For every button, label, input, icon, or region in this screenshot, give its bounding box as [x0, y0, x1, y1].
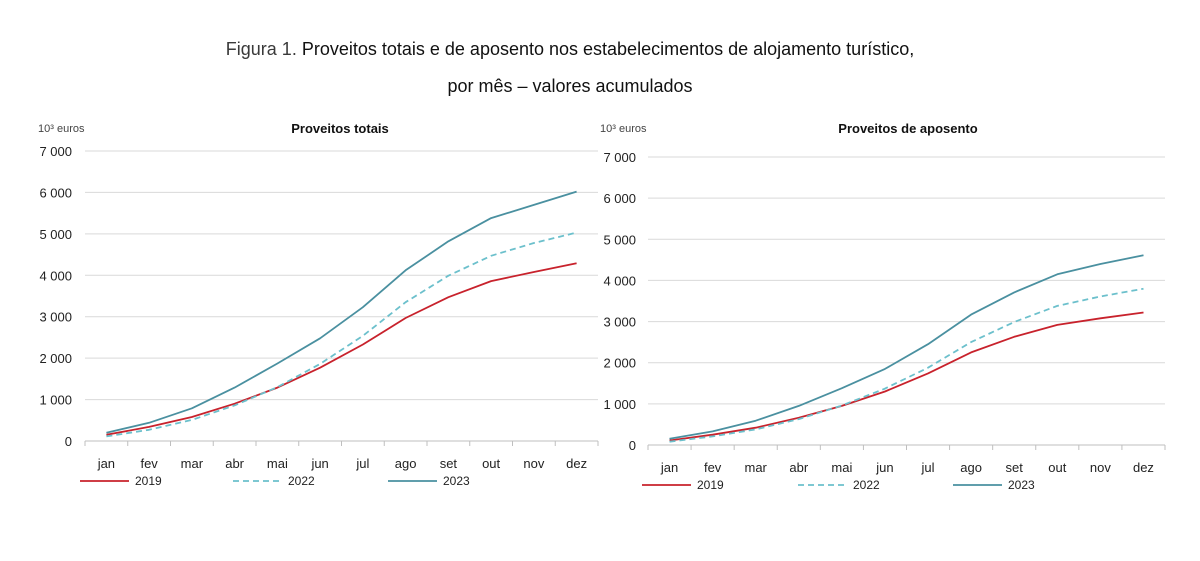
series-line-2023: [669, 254, 1144, 440]
x-tick-label: jun: [310, 456, 328, 471]
y-tick-label: 7 000: [39, 144, 72, 159]
x-tick-label: out: [482, 456, 500, 471]
figure-title-line2: por mês – valores acumulados: [447, 76, 693, 96]
x-tick-label: ago: [395, 456, 417, 471]
x-tick-label: jan: [97, 456, 115, 471]
figure-title-text: Proveitos totais e de aposento nos estab…: [301, 39, 915, 59]
legend-label-2019: 2019: [697, 478, 724, 492]
legend-label-2023: 2023: [443, 474, 470, 488]
y-unit-label: 10³ euros: [38, 123, 85, 135]
y-tick-label: 6 000: [39, 185, 72, 200]
x-tick-label: ago: [960, 460, 982, 475]
y-tick-label: 4 000: [603, 273, 636, 288]
chart-title: Proveitos de aposento: [838, 121, 977, 136]
legend-label-2023: 2023: [1008, 478, 1035, 492]
x-tick-label: mai: [831, 460, 852, 475]
y-tick-label: 5 000: [603, 232, 636, 247]
figure-title-line1: Figura 1. Proveitos totais e de aposento…: [0, 36, 1140, 62]
x-tick-label: nov: [1090, 460, 1111, 475]
legend-label-2022: 2022: [853, 478, 880, 492]
series-line-2019: [106, 262, 577, 436]
series-line-2023: [106, 190, 577, 434]
y-tick-label: 7 000: [603, 150, 636, 165]
y-tick-label: 3 000: [603, 315, 636, 330]
x-tick-label: dez: [1133, 460, 1154, 475]
x-tick-label: jul: [921, 460, 935, 475]
x-tick-label: set: [1006, 460, 1024, 475]
x-tick-label: set: [440, 456, 458, 471]
x-tick-label: nov: [523, 456, 544, 471]
y-tick-label: 2 000: [603, 356, 636, 371]
x-tick-label: out: [1048, 460, 1066, 475]
x-tick-label: mar: [745, 460, 768, 475]
legend-label-2019: 2019: [135, 474, 162, 488]
figure-number: Figura 1.: [225, 39, 297, 59]
y-unit-label: 10³ euros: [600, 123, 647, 135]
x-tick-label: dez: [566, 456, 587, 471]
x-tick-label: mar: [181, 456, 204, 471]
y-tick-label: 1 000: [603, 397, 636, 412]
y-tick-label: 1 000: [39, 393, 72, 408]
y-tick-label: 5 000: [39, 227, 72, 242]
x-tick-label: mai: [267, 456, 288, 471]
y-tick-label: 3 000: [39, 310, 72, 325]
chart-proveitos-aposento: 10³ euros Proveitos de aposento 0 1 000 2 00…: [600, 121, 1166, 492]
x-tick-label: jul: [355, 456, 369, 471]
x-tick-label: abr: [789, 460, 808, 475]
series-line-2019: [669, 311, 1144, 442]
y-tick-label: 2 000: [39, 351, 72, 366]
chart-title: Proveitos totais: [291, 121, 389, 136]
x-tick-label: jun: [875, 460, 893, 475]
x-tick-label: fev: [704, 460, 722, 475]
x-tick-label: jan: [660, 460, 678, 475]
y-tick-label: 4 000: [39, 268, 72, 283]
y-tick-label: 6 000: [603, 191, 636, 206]
x-tick-label: fev: [140, 456, 158, 471]
y-tick-label: 0: [65, 434, 72, 449]
chart-proveitos-totais: 10³ euros Proveitos totais 0 1 000 2 000 3 00…: [38, 121, 599, 488]
series-line-2022: [669, 287, 1144, 443]
y-tick-label: 0: [629, 438, 636, 453]
series-line-2022: [106, 231, 577, 438]
legend-label-2022: 2022: [288, 474, 315, 488]
x-tick-label: abr: [225, 456, 244, 471]
